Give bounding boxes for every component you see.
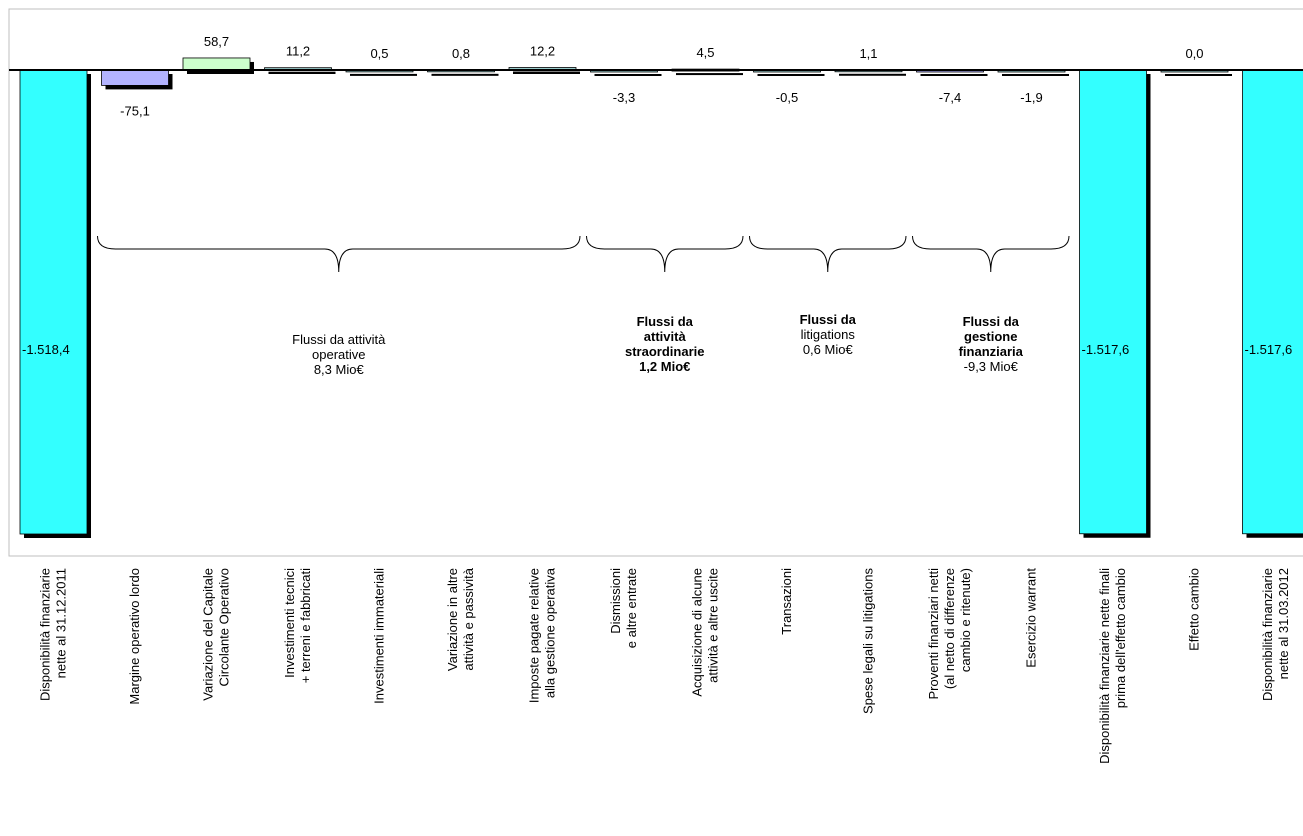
group-label-line: -9,3 Mio€ <box>964 359 1019 374</box>
category-label: Variazione in altreattività e passività <box>445 567 476 671</box>
bars-layer <box>19 57 1303 538</box>
group-label-line: operative <box>312 347 365 362</box>
category-label: Disponibilità finanziarienette al 31.03.… <box>1260 568 1291 701</box>
bar <box>1079 69 1147 535</box>
group-label-line: Flussi da <box>963 314 1020 329</box>
value-label: -1,9 <box>1020 90 1042 105</box>
bar-shadow <box>268 71 336 74</box>
group-label-line: Flussi da <box>800 312 857 327</box>
category-label: Imposte pagate relativealla gestione ope… <box>527 567 558 703</box>
bar <box>19 69 88 535</box>
group-label-line: 8,3 Mio€ <box>314 362 365 377</box>
value-label: 11,2 <box>286 44 310 59</box>
category-label: Acquisizione di alcuneattività e altre u… <box>690 568 721 697</box>
plot-border <box>8 8 1303 557</box>
value-label: 1,1 <box>859 46 877 61</box>
category-label: Esercizio warrant <box>1024 568 1039 668</box>
category-label: Spese legali su litigations <box>861 568 876 714</box>
value-label: -7,4 <box>939 90 961 105</box>
group-label-line: finanziaria <box>959 344 1024 359</box>
value-label: -1.517,6 <box>1245 342 1293 357</box>
value-label: 0,8 <box>452 46 470 61</box>
value-label: -1.518,4 <box>22 342 70 357</box>
bar <box>182 57 251 71</box>
group-label-line: litigations <box>801 327 856 342</box>
value-label: -1.517,6 <box>1082 342 1130 357</box>
bar-shadow <box>513 71 580 74</box>
group-label-line: attività <box>644 329 687 344</box>
bar-shadow <box>431 73 499 76</box>
value-label: 58,7 <box>204 34 229 49</box>
category-label: Margine operativo lordo <box>127 568 142 705</box>
group-brace <box>97 235 581 273</box>
group-label-line: gestione <box>964 329 1017 344</box>
plot-frame <box>8 8 1303 557</box>
category-label: Proventi finanziari netti(al netto di di… <box>926 568 973 700</box>
value-labels-layer: -1.518,4 -75,1 58,7 11,2 0,5 0,8 12,2 -3,3 4,5 -0… <box>22 34 1292 357</box>
value-label: -3,3 <box>613 90 635 105</box>
category-label: Disponibilità finanziarie nette finalipr… <box>1097 568 1128 764</box>
value-label: 12,2 <box>530 43 555 58</box>
group-brace <box>749 235 907 273</box>
category-label: Transazioni <box>779 568 794 635</box>
group-label-line: 0,6 Mio€ <box>803 342 854 357</box>
bar-shadow <box>1002 74 1069 76</box>
category-label: Effetto cambio <box>1187 568 1202 651</box>
bar-shadow <box>839 73 906 76</box>
category-label: Disponibilità finanziarienette al 31.12.… <box>38 568 69 701</box>
value-label: 0,5 <box>370 46 388 61</box>
group-label-line: 1,2 Mio€ <box>639 359 690 374</box>
group-brace <box>586 235 744 273</box>
group-label-line: straordinarie <box>625 344 704 359</box>
bar-shadow <box>676 73 743 76</box>
value-label: -0,5 <box>776 90 798 105</box>
bar <box>101 69 169 86</box>
group-label-line: Flussi da attività <box>292 332 386 347</box>
bar <box>1242 69 1303 535</box>
group-label-line: Flussi da <box>637 314 694 329</box>
category-label: Investimenti immateriali <box>372 568 387 704</box>
bar-shadow <box>757 74 825 76</box>
value-label: 0,0 <box>1185 46 1203 61</box>
category-label: Investimenti tecnici+ terreni e fabbrica… <box>282 568 313 683</box>
value-label: 4,5 <box>696 45 714 60</box>
category-label: Variazione del CapitaleCircolante Operat… <box>201 568 232 701</box>
bar-shadow <box>920 74 988 76</box>
category-label: Dismissionie altre entrate <box>608 568 639 648</box>
group-brace <box>912 235 1070 273</box>
bar-shadow <box>1165 74 1232 76</box>
category-labels-layer: Disponibilità finanziarienette al 31.12.… <box>38 567 1292 764</box>
bar-shadow <box>350 73 417 76</box>
value-label: -75,1 <box>120 103 150 118</box>
bar-shadow <box>594 74 662 76</box>
